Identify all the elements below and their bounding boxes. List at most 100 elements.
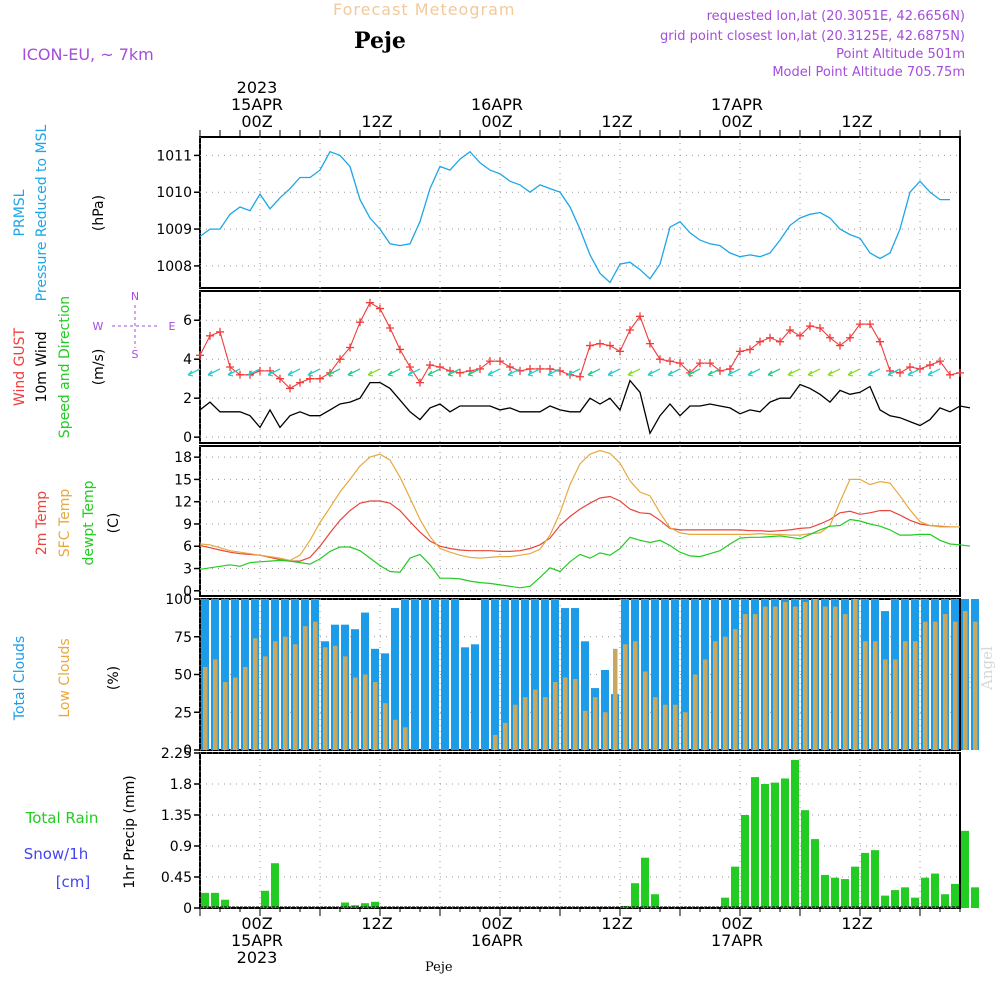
gust-point	[906, 363, 914, 371]
gust-point	[766, 333, 774, 342]
gust-point	[576, 372, 584, 381]
low-cloud-bar	[343, 656, 348, 750]
gust-point	[366, 298, 374, 307]
y-tick-label-pressure: 1010	[156, 185, 192, 201]
gust-point	[226, 363, 234, 371]
gust-point	[656, 355, 664, 364]
low-cloud-bar	[323, 647, 328, 750]
gust-point	[386, 324, 394, 333]
model-label: ICON-EU, ~ 7km	[22, 45, 154, 64]
wind-direction-arrow	[407, 368, 421, 377]
gust-point	[796, 331, 804, 340]
total-cloud-bar	[421, 599, 429, 750]
precip-bar	[371, 901, 379, 908]
total-cloud-bar	[661, 599, 669, 750]
precip-bar	[851, 866, 859, 908]
low-cloud-bar	[523, 697, 528, 750]
low-cloud-bar	[573, 679, 578, 750]
y-tick-label-clouds: 50	[174, 668, 192, 684]
wind-direction-arrow	[267, 368, 281, 377]
gust-point	[736, 347, 744, 356]
gust-point	[826, 333, 834, 342]
time-label-bottom: 15APR	[231, 931, 283, 950]
precip-bar	[791, 759, 799, 908]
low-cloud-bar	[603, 712, 608, 750]
label-precip-mm: 1hr Precip (mm)	[122, 775, 138, 888]
label-percent: (%)	[106, 666, 122, 690]
gust-point	[806, 322, 814, 331]
low-cloud-bar	[503, 722, 508, 750]
y-tick-label-precip: 1.8	[170, 777, 192, 793]
low-cloud-bar	[533, 689, 538, 750]
label-hpa: (hPa)	[91, 195, 107, 231]
y-tick-label-temp: 18	[174, 450, 192, 466]
precip-bar	[781, 778, 789, 908]
low-cloud-bar	[703, 659, 708, 750]
precip-bar	[811, 839, 819, 908]
low-cloud-bar	[933, 621, 938, 750]
requested-coords: requested lon,lat (20.3051E, 42.6656N)	[706, 9, 965, 24]
label-2m-temp: 2m Temp	[34, 491, 50, 555]
low-cloud-bar	[823, 606, 828, 750]
low-cloud-bar	[353, 677, 358, 750]
precip-bar	[221, 899, 229, 908]
label-ms: (m/s)	[91, 349, 107, 386]
low-cloud-bar	[663, 704, 668, 750]
gust-point	[526, 364, 534, 373]
time-label-bottom: 12Z	[361, 914, 392, 933]
total-cloud-bar	[221, 599, 229, 750]
low-cloud-bar	[863, 641, 868, 750]
wind-direction-arrow	[927, 368, 941, 377]
wind-direction-arrow	[507, 368, 521, 377]
time-label-bottom: 00Z	[241, 914, 272, 933]
wind-direction-arrow	[327, 368, 341, 377]
wind-direction-arrow	[187, 368, 201, 377]
gust-point	[776, 337, 784, 346]
low-cloud-bar	[643, 671, 648, 750]
time-label-top: 2023	[237, 78, 278, 97]
low-cloud-bar	[803, 602, 808, 750]
wind-direction-arrow	[587, 368, 601, 377]
series-10m-wind-line	[199, 379, 971, 436]
precip-bar	[211, 892, 219, 908]
wind-direction-arrow	[427, 368, 441, 377]
label-total-rain: Total Rain	[25, 809, 99, 827]
y-tick-label-clouds: 25	[174, 705, 192, 721]
low-cloud-bar	[763, 606, 768, 750]
total-cloud-bar	[441, 599, 449, 750]
low-cloud-bar	[903, 641, 908, 750]
low-cloud-bar	[653, 697, 658, 750]
gust-point	[746, 345, 754, 354]
low-cloud-bar	[613, 648, 618, 750]
label-celsius: (C)	[106, 513, 122, 534]
wind-direction-arrow	[247, 368, 261, 377]
gust-point	[206, 331, 214, 340]
y-tick-label-temp: 15	[174, 472, 192, 488]
precip-bar	[881, 895, 889, 908]
time-label-top: 16APR	[471, 95, 523, 114]
total-cloud-bar	[541, 599, 549, 750]
gust-point	[306, 374, 314, 383]
low-cloud-bar	[883, 659, 888, 750]
gust-point	[286, 384, 294, 393]
precip-bar	[641, 857, 649, 908]
wind-direction-arrow	[887, 368, 901, 377]
total-cloud-bar	[511, 599, 519, 750]
gust-point	[726, 364, 734, 373]
low-cloud-bar	[273, 641, 278, 750]
gust-point	[926, 361, 934, 370]
low-cloud-bar	[253, 638, 258, 750]
total-cloud-bar	[491, 599, 499, 750]
gust-point	[316, 374, 324, 383]
time-label-bottom: 00Z	[721, 914, 752, 933]
precip-bar	[901, 887, 909, 908]
y-tick-label-clouds: 100	[165, 592, 192, 608]
precip-bar	[941, 894, 949, 908]
low-cloud-bar	[213, 659, 218, 750]
low-cloud-bar	[513, 704, 518, 750]
time-label-bottom: 16APR	[471, 931, 523, 950]
gust-point	[276, 374, 284, 383]
series-prmsl-line	[199, 150, 950, 284]
precip-bar	[201, 892, 209, 908]
low-cloud-bar	[633, 641, 638, 750]
